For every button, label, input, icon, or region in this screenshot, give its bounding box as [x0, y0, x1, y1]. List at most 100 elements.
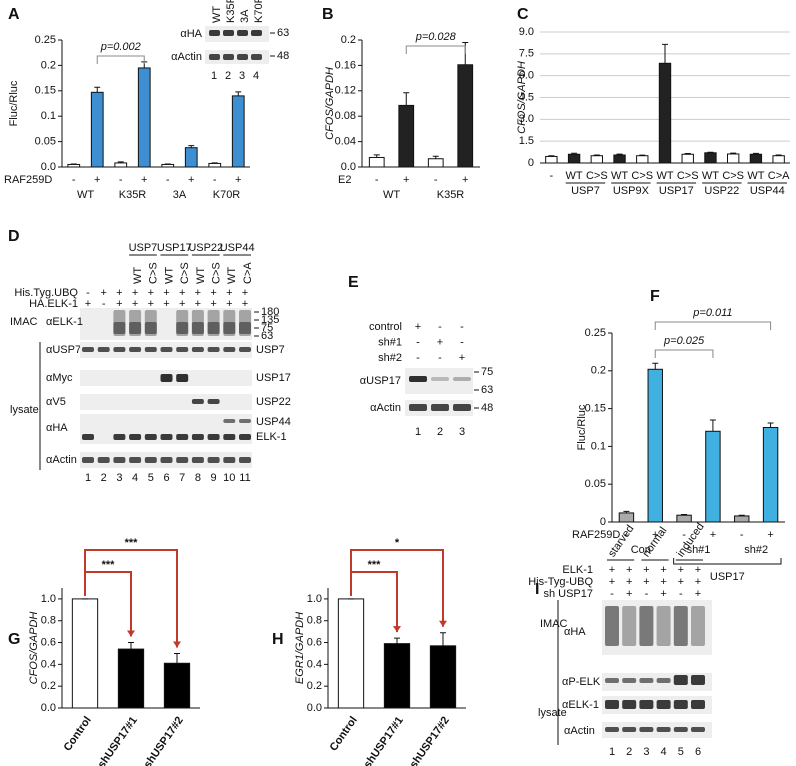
bar [429, 645, 457, 709]
significance-label: *** [368, 559, 382, 571]
lane-number: 4 [253, 70, 259, 82]
y-tick-label: 0.2 [591, 365, 606, 377]
error-bar [373, 154, 380, 158]
panel-label: G [8, 631, 20, 648]
lane-header: WT [211, 6, 223, 23]
lane-number: 8 [195, 472, 201, 484]
sign: - [438, 352, 442, 364]
y-tick-label: 0.2 [41, 59, 56, 71]
marker-label: 135 [261, 314, 279, 326]
blot-band [207, 457, 220, 463]
significance-bracket [96, 55, 145, 64]
marker-label: 75 [261, 322, 273, 334]
error-bar [662, 43, 668, 64]
sign: + [85, 298, 91, 310]
bar [398, 104, 415, 168]
blot-frame [80, 394, 252, 410]
x-tick-label: C>A [768, 170, 790, 182]
antibody-label: αP-ELK [562, 676, 601, 688]
lane-header: K35R [225, 0, 237, 23]
sign: - [438, 321, 442, 333]
blot-band [239, 322, 251, 334]
bar [647, 368, 663, 523]
significance-label: p=0.028 [415, 31, 457, 43]
blot-band [639, 678, 654, 683]
sign: + [678, 576, 684, 588]
x-tick-label: WT [656, 170, 673, 182]
sign: + [163, 298, 169, 310]
sign: + [643, 564, 649, 576]
lane-number: 4 [661, 746, 667, 758]
bar [457, 64, 474, 168]
error-bar [432, 155, 439, 159]
y-tick-label: 0.08 [335, 110, 356, 122]
marker-label: 63 [277, 27, 289, 39]
blot-band [176, 374, 189, 382]
lane-number: 11 [239, 472, 250, 484]
blot-band [113, 347, 126, 352]
sign: - [679, 588, 683, 600]
y-tick-label: 0.0 [41, 702, 56, 714]
group-label: sh#2 [744, 544, 768, 556]
blot-band [176, 347, 189, 352]
error-bar [188, 145, 195, 148]
blot-band [656, 678, 671, 683]
group-label: USP7 [571, 185, 600, 197]
blot-band [605, 727, 619, 732]
sign: + [210, 287, 216, 299]
blot-band [113, 322, 126, 334]
blot-band [176, 434, 189, 440]
y-tick-label: 0.2 [41, 680, 56, 692]
error-bar [775, 154, 782, 156]
protein-label: USP44 [256, 416, 291, 428]
error-bar [730, 152, 737, 154]
bar [613, 154, 626, 164]
x-tick-label: shUSP17#1 [96, 715, 140, 766]
blot-band [113, 457, 126, 463]
significance-label: *** [102, 559, 116, 571]
y-tick-label: 0.0 [41, 161, 56, 173]
header-label: USP44 [220, 242, 255, 254]
blot-band [673, 700, 688, 709]
error-bar [548, 155, 555, 157]
lane-number: 2 [225, 70, 231, 82]
sign: + [660, 588, 666, 600]
sign: - [102, 298, 106, 310]
lane-header: K70R [253, 0, 265, 23]
bar [368, 156, 385, 168]
blot-band [129, 322, 142, 334]
sign: + [116, 298, 122, 310]
arrow-head [439, 620, 447, 627]
error-bar [403, 92, 410, 106]
blot-band [453, 404, 471, 411]
panel-label: D [8, 228, 20, 245]
sign: - [645, 588, 649, 600]
sign: + [609, 564, 615, 576]
blot-band [129, 434, 142, 440]
bar [231, 95, 245, 168]
blot-band [223, 457, 236, 463]
group-bracket [673, 558, 782, 565]
blot-band [691, 700, 705, 709]
x-tick-label: C>S [586, 170, 608, 182]
group-label: WT [383, 189, 400, 201]
blot-band [691, 727, 705, 732]
arrow-head [127, 630, 135, 637]
blot-band [144, 434, 157, 440]
blot-band [82, 457, 94, 463]
blot-band [409, 404, 427, 411]
x-tick-label: - [625, 529, 629, 541]
blot-band [176, 457, 189, 463]
row-label: RAF259D [4, 174, 52, 186]
blot-band [622, 700, 637, 709]
error-bar [128, 642, 134, 650]
significance-bracket [654, 349, 714, 358]
blot-frame [602, 600, 712, 655]
sign: + [100, 287, 106, 299]
row-label: E2 [338, 174, 351, 186]
marker-label: 63 [261, 330, 273, 342]
antibody-label: αHA [180, 28, 202, 40]
blot-band [97, 457, 110, 463]
blot-band [160, 457, 173, 463]
variant-label: WT [226, 267, 238, 284]
